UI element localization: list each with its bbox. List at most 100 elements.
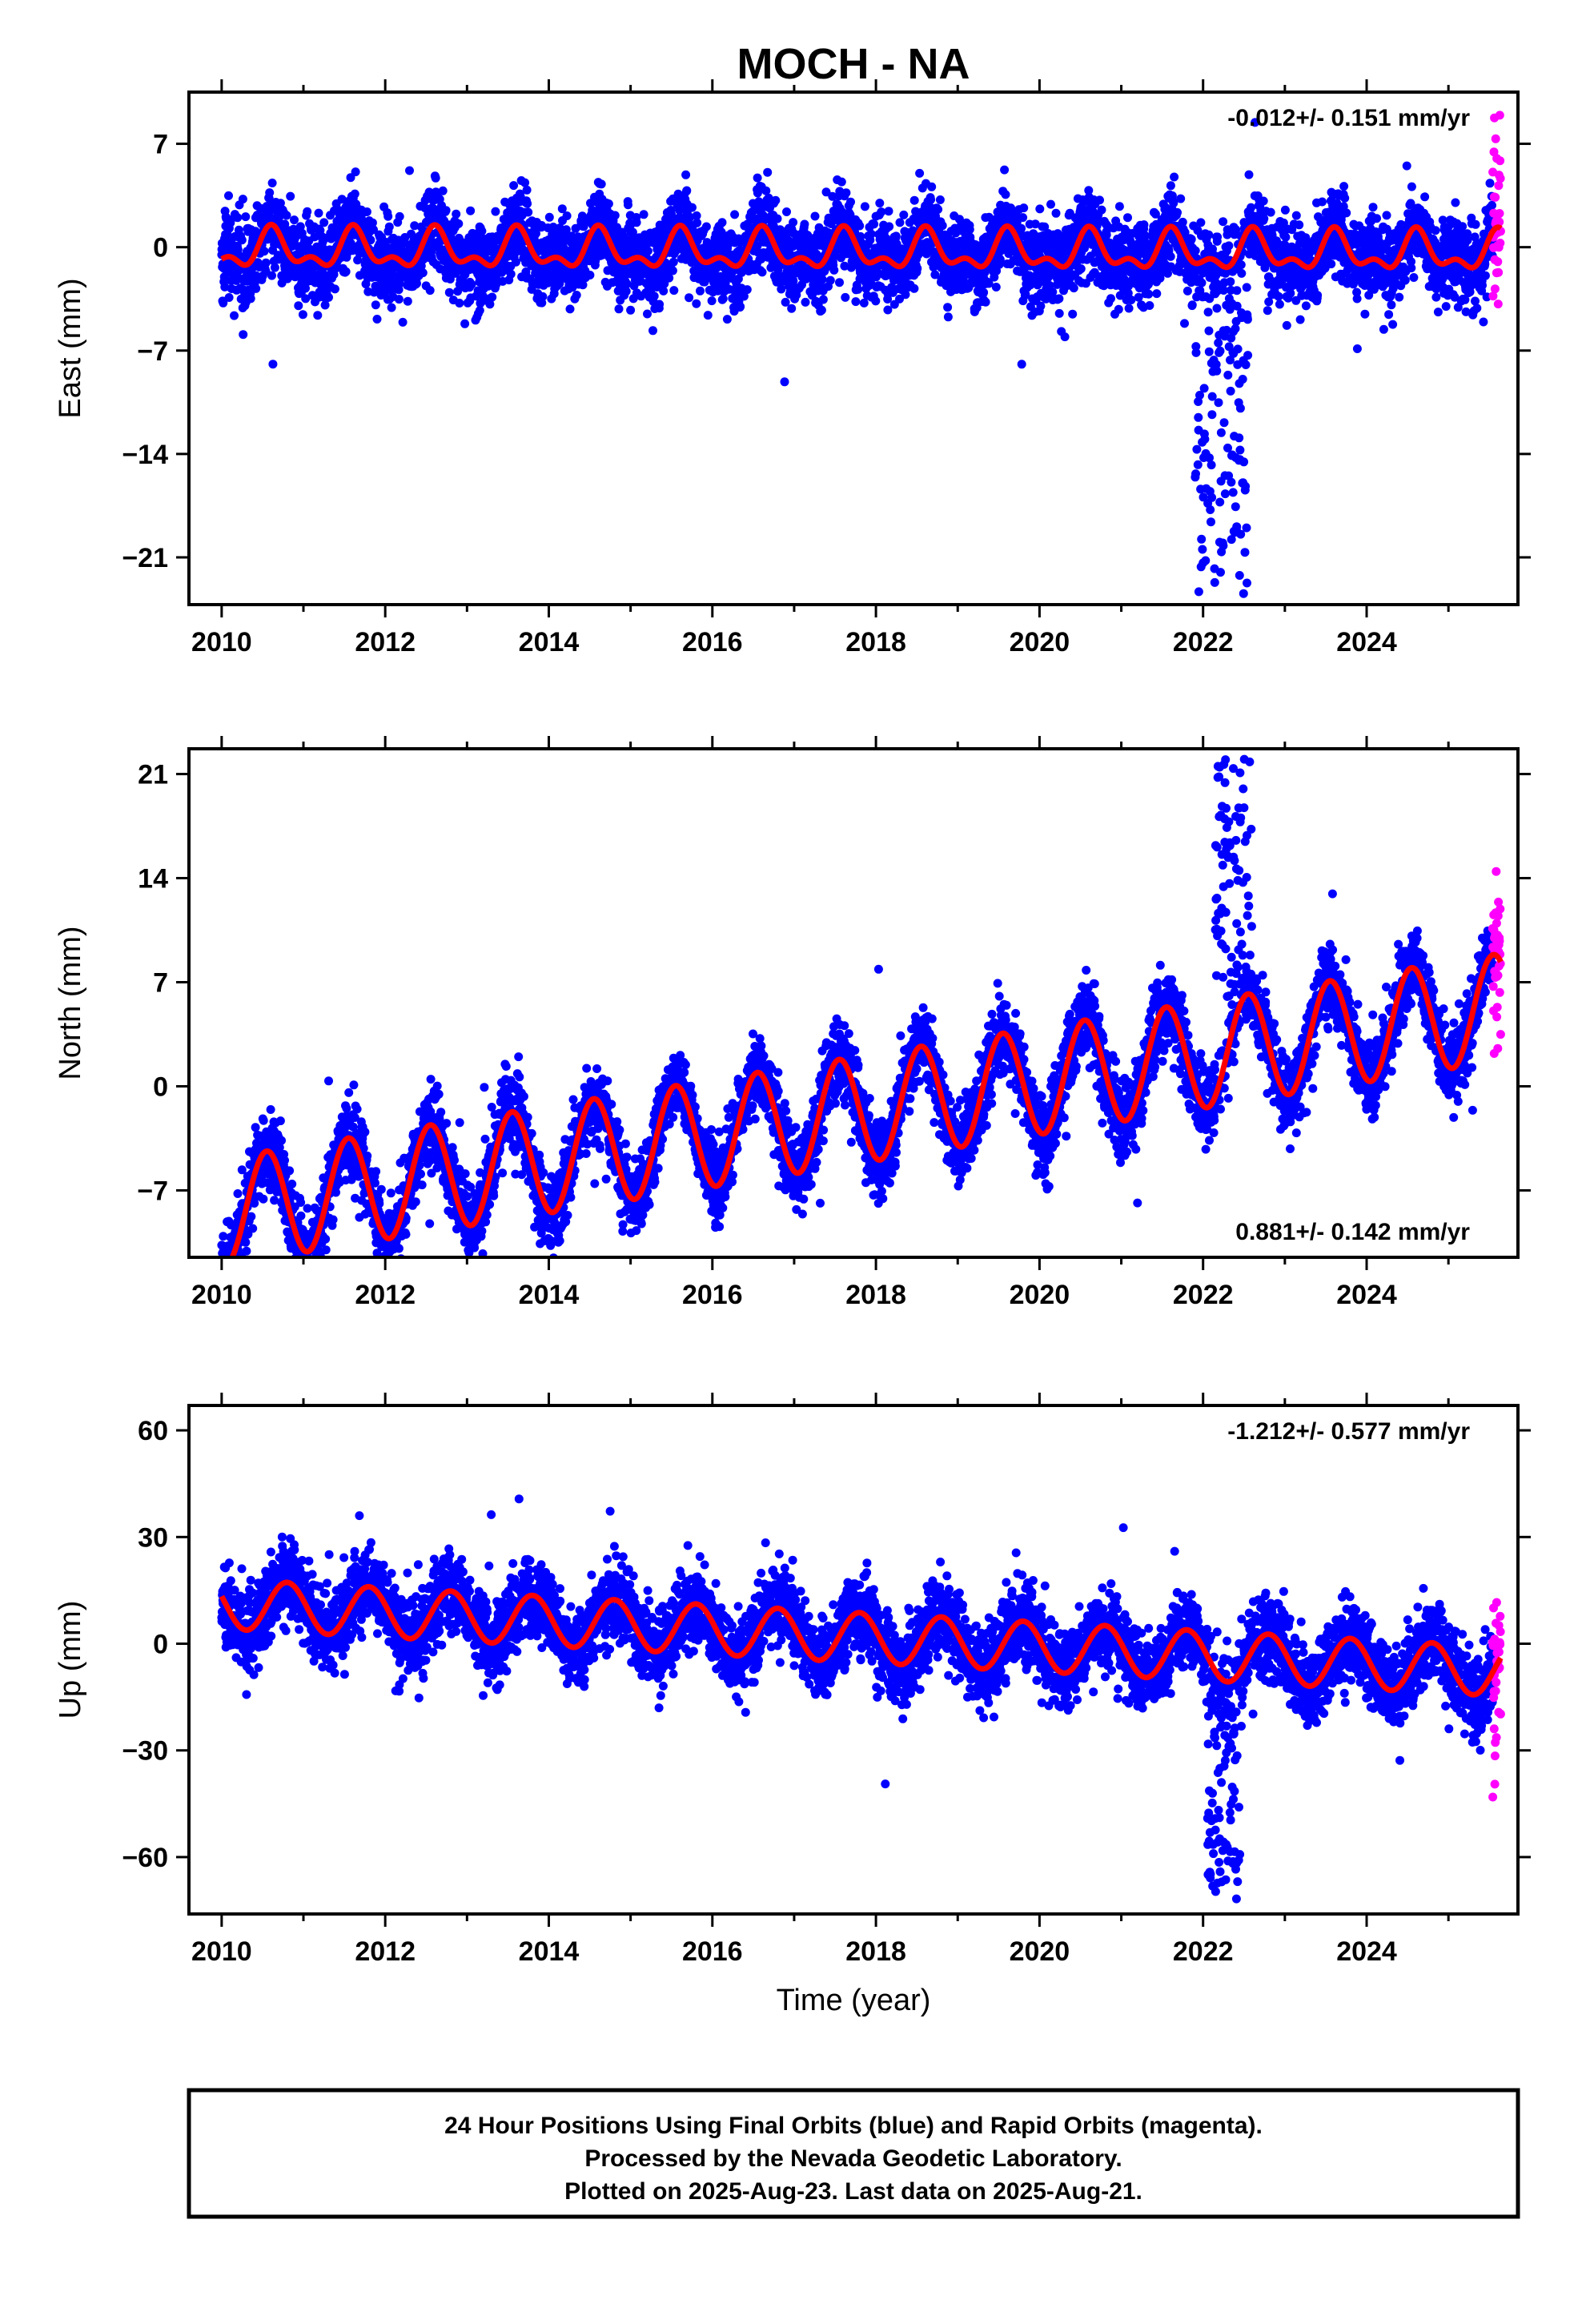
- final-orbit-point: [467, 279, 476, 289]
- final-orbit-point: [1060, 332, 1070, 342]
- final-orbit-point: [703, 311, 713, 320]
- final-orbit-point: [1194, 412, 1203, 422]
- final-orbit-point: [1139, 220, 1149, 230]
- final-orbit-point: [524, 207, 533, 217]
- final-orbit-point: [491, 207, 500, 216]
- final-orbit-point: [454, 219, 464, 228]
- final-orbit-point: [298, 310, 307, 320]
- final-orbit-point: [655, 300, 665, 309]
- final-orbit-point: [669, 286, 679, 296]
- final-orbit-point: [1000, 165, 1010, 175]
- final-orbit-point: [1206, 505, 1215, 514]
- final-orbit-point: [1001, 190, 1010, 199]
- final-orbit-point: [1220, 489, 1230, 499]
- final-orbit-point: [909, 283, 919, 293]
- final-orbit-point: [604, 199, 613, 208]
- final-orbit-point: [866, 229, 876, 239]
- final-orbit-point: [1106, 294, 1115, 304]
- final-orbit-point: [935, 195, 945, 204]
- final-orbit-point: [837, 177, 846, 187]
- final-orbit-point: [1295, 315, 1305, 324]
- final-orbit-point: [1242, 523, 1251, 533]
- final-orbit-point: [295, 222, 305, 231]
- final-orbit-point: [572, 291, 581, 300]
- final-orbit-point: [1236, 260, 1246, 270]
- final-orbit-point: [934, 205, 943, 214]
- final-orbit-point: [1235, 404, 1245, 413]
- final-orbit-point: [1193, 460, 1203, 469]
- final-orbit-point: [230, 311, 239, 320]
- final-orbit-point: [1241, 360, 1251, 369]
- final-orbit-point: [817, 305, 826, 315]
- final-orbit-point: [753, 173, 762, 183]
- final-orbit-point: [416, 261, 426, 271]
- final-orbit-point: [1170, 172, 1179, 182]
- final-orbit-point: [855, 221, 865, 231]
- final-orbit-point: [915, 168, 925, 178]
- final-orbit-point: [1203, 308, 1213, 317]
- final-orbit-point: [1182, 286, 1192, 296]
- final-orbit-point: [261, 258, 271, 267]
- final-orbit-point: [610, 211, 620, 220]
- final-orbit-point: [372, 315, 382, 324]
- final-orbit-point: [520, 178, 530, 187]
- final-orbit-point: [1282, 320, 1291, 330]
- final-orbit-point: [367, 218, 377, 227]
- final-orbit-point: [621, 287, 631, 296]
- final-orbit-point: [639, 210, 648, 219]
- final-orbit-point: [265, 188, 275, 198]
- final-orbit-point: [1240, 548, 1250, 557]
- final-orbit-point: [403, 296, 412, 306]
- final-orbit-point: [1243, 351, 1253, 360]
- final-orbit-point: [438, 186, 448, 195]
- final-orbit-point: [1017, 360, 1026, 369]
- final-orbit-point: [239, 330, 248, 340]
- final-orbit-point: [1018, 213, 1028, 223]
- final-orbit-point: [1242, 283, 1251, 292]
- final-orbit-point: [384, 222, 394, 231]
- final-orbit-point: [238, 195, 247, 204]
- final-orbit-point: [455, 299, 464, 308]
- final-orbit-point: [398, 317, 408, 327]
- final-orbit-point: [624, 200, 632, 210]
- final-orbit-point: [1227, 477, 1236, 487]
- final-orbit-point: [1187, 300, 1197, 310]
- final-orbit-point: [701, 222, 711, 231]
- final-orbit-point: [1219, 418, 1229, 428]
- final-orbit-point: [267, 179, 277, 187]
- final-orbit-point: [1274, 292, 1283, 301]
- final-orbit-point: [1204, 326, 1214, 336]
- final-orbit-point: [1197, 278, 1207, 287]
- final-orbit-point: [320, 300, 330, 310]
- final-orbit-point: [1019, 203, 1029, 213]
- final-orbit-point: [251, 283, 261, 293]
- final-orbit-point: [1219, 541, 1228, 550]
- final-orbit-point: [324, 292, 333, 302]
- final-orbit-point: [810, 211, 820, 221]
- final-orbit-point: [800, 219, 809, 229]
- final-orbit-point: [1238, 375, 1247, 384]
- final-orbit-point: [626, 305, 636, 315]
- final-orbit-point: [350, 189, 359, 199]
- final-orbit-point: [452, 209, 461, 219]
- final-orbit-point: [981, 297, 990, 307]
- final-orbit-point: [412, 279, 421, 288]
- final-orbit-point: [818, 295, 828, 304]
- final-orbit-point: [742, 285, 752, 295]
- final-orbit-point: [1212, 366, 1222, 376]
- final-orbit-point: [736, 302, 745, 312]
- final-orbit-point: [1191, 469, 1200, 479]
- final-orbit-point: [267, 271, 276, 280]
- final-orbit-point: [329, 270, 339, 279]
- final-orbit-point: [722, 315, 732, 324]
- final-orbit-point: [1226, 277, 1235, 287]
- final-orbit-point: [1166, 251, 1175, 261]
- final-orbit-point: [425, 286, 435, 296]
- final-orbit-point: [614, 304, 624, 314]
- final-orbit-point: [965, 225, 974, 235]
- final-orbit-point: [1235, 571, 1244, 580]
- final-orbit-point: [303, 207, 312, 216]
- final-orbit-point: [1201, 556, 1211, 565]
- final-orbit-point: [1144, 289, 1154, 299]
- final-orbit-point: [387, 303, 396, 312]
